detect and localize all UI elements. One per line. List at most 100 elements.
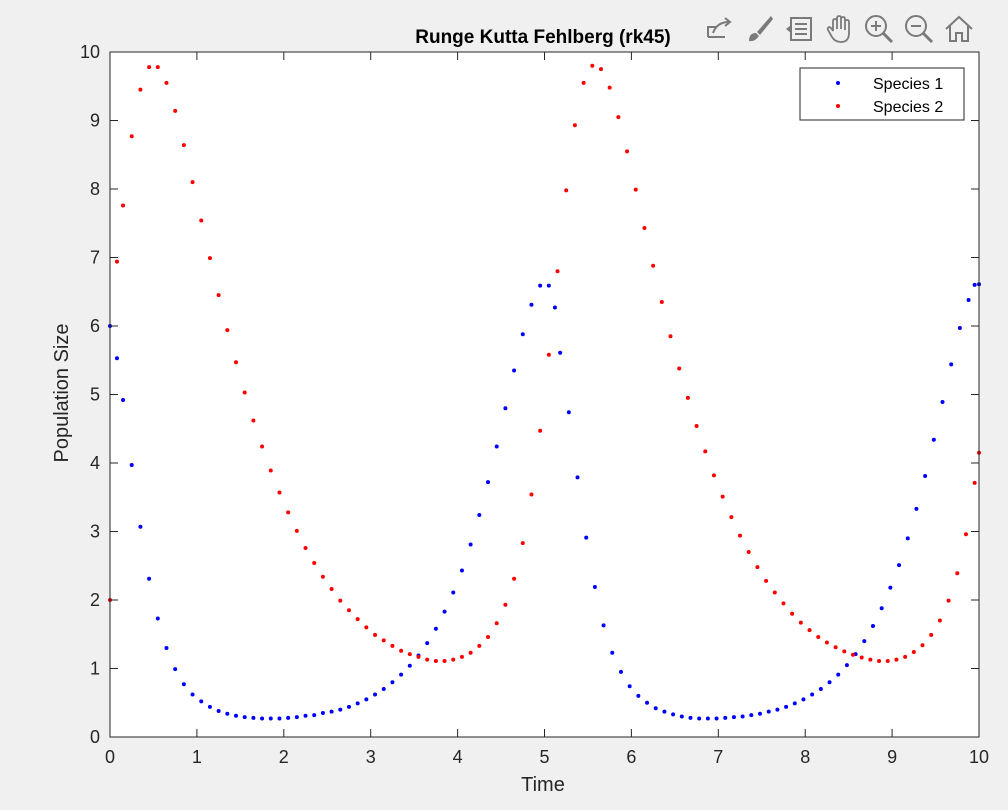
pan-icon [826, 15, 850, 43]
data-point [697, 716, 702, 721]
data-point [390, 643, 395, 648]
data-point [764, 578, 769, 583]
data-point [207, 704, 212, 709]
data-point [138, 87, 143, 92]
data-point [155, 616, 160, 621]
data-point [937, 618, 942, 623]
data-point [558, 350, 563, 355]
data-point [216, 293, 221, 298]
data-point [520, 541, 525, 546]
data-point [972, 480, 977, 485]
data-point [442, 609, 447, 614]
data-point [714, 716, 719, 721]
data-point [114, 259, 119, 264]
data-point [494, 444, 499, 449]
legend-button[interactable] [780, 10, 818, 48]
data-point [636, 693, 641, 698]
data-point [720, 494, 725, 499]
y-tick-label: 3 [90, 522, 100, 542]
data-point [645, 700, 650, 705]
y-axis-label: Population Size [51, 324, 73, 463]
legend-label: Species 2 [873, 99, 943, 116]
brush-button[interactable] [740, 10, 778, 48]
data-point [181, 143, 186, 148]
data-point [242, 390, 247, 395]
axes-area [110, 52, 979, 737]
data-point [610, 650, 615, 655]
y-tick-label: 9 [90, 111, 100, 131]
data-point [905, 536, 910, 541]
data-point [512, 368, 517, 373]
data-point [286, 510, 291, 515]
data-point [346, 704, 351, 709]
data-point [601, 623, 606, 628]
data-point [766, 709, 771, 714]
legend-marker [836, 81, 840, 85]
data-point [181, 682, 186, 687]
data-point [459, 654, 464, 659]
data-point [859, 655, 864, 660]
data-point [914, 506, 919, 511]
home-button[interactable] [940, 10, 978, 48]
data-point [584, 535, 589, 540]
data-point [164, 80, 169, 85]
data-point [364, 697, 369, 702]
data-point [477, 643, 482, 648]
zoom-out-button[interactable] [900, 10, 938, 48]
data-point [399, 648, 404, 653]
data-point [529, 302, 534, 307]
data-point [723, 715, 728, 720]
data-point [749, 713, 754, 718]
y-tick-label: 4 [90, 453, 100, 473]
export-button[interactable] [700, 10, 738, 48]
data-point [129, 463, 134, 468]
data-point [468, 542, 473, 547]
x-tick-label: 7 [713, 747, 723, 767]
zoom-in-icon [865, 15, 894, 44]
data-point [260, 444, 265, 449]
data-point [407, 652, 412, 657]
data-point [486, 480, 491, 485]
data-point [251, 418, 256, 423]
pan-button[interactable] [820, 10, 858, 48]
data-point [566, 410, 571, 415]
data-point [147, 576, 152, 581]
data-point [190, 180, 195, 185]
x-axis-label: Time [521, 774, 565, 796]
data-point [329, 587, 334, 592]
data-point [555, 269, 560, 274]
data-point [338, 598, 343, 603]
data-point [888, 585, 893, 590]
data-point [816, 634, 821, 639]
data-point [781, 601, 786, 606]
data-point [207, 256, 212, 261]
x-tick-label: 0 [105, 747, 115, 767]
data-point [503, 406, 508, 411]
data-point [824, 640, 829, 645]
data-point [607, 85, 612, 90]
data-point [477, 513, 482, 518]
data-point [705, 716, 710, 721]
data-point [668, 334, 673, 339]
data-point [494, 621, 499, 626]
data-point [758, 711, 763, 716]
data-point [972, 282, 977, 287]
data-point [949, 362, 954, 367]
data-point [677, 366, 682, 371]
legend[interactable]: Species 1 Species 2 [799, 67, 965, 121]
data-point [592, 584, 597, 589]
data-point [451, 657, 456, 662]
data-point [931, 437, 936, 442]
data-point [155, 65, 160, 70]
data-point [923, 474, 928, 479]
legend-marker [836, 104, 840, 108]
data-point [538, 428, 543, 433]
x-tick-label: 3 [366, 747, 376, 767]
legend-label: Species 1 [873, 76, 943, 93]
y-tick-label: 6 [90, 316, 100, 336]
zoom-in-button[interactable] [860, 10, 898, 48]
axes-toolbar [700, 10, 980, 48]
data-point [425, 657, 430, 662]
data-point [512, 576, 517, 581]
data-point [312, 561, 317, 566]
